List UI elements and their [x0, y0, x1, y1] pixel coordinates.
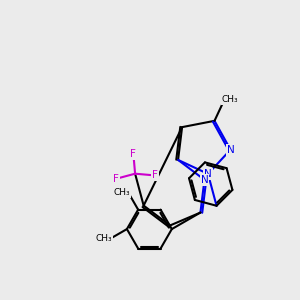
Text: N: N: [226, 145, 234, 155]
Text: F: F: [113, 174, 119, 184]
Text: F: F: [130, 149, 136, 159]
Text: CH₃: CH₃: [95, 235, 112, 244]
Text: F: F: [152, 170, 158, 180]
Text: N: N: [201, 175, 208, 185]
Text: N: N: [204, 169, 212, 179]
Text: CH₃: CH₃: [114, 188, 130, 197]
Text: CH₃: CH₃: [222, 95, 238, 104]
